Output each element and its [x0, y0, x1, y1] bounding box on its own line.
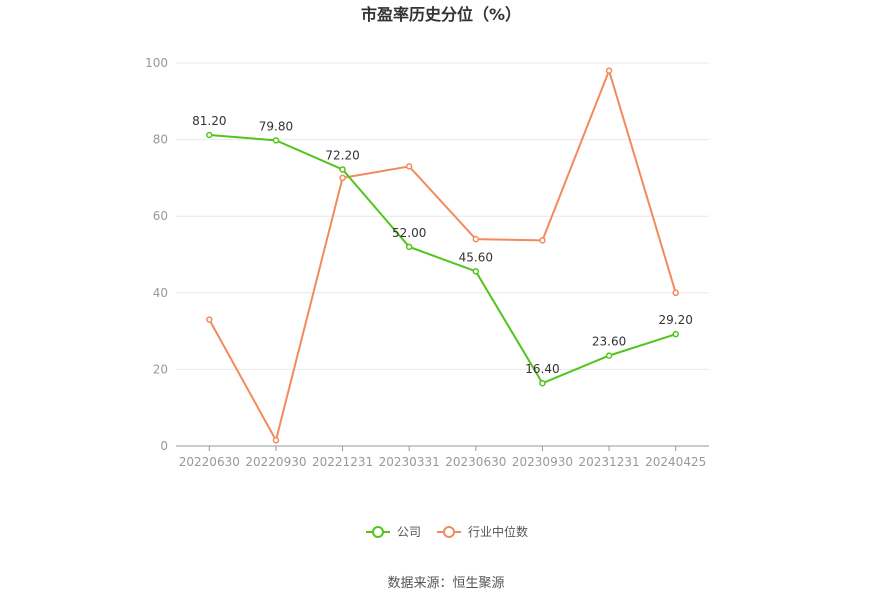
data-label: 16.40 [525, 362, 559, 376]
data-point[interactable] [206, 316, 213, 323]
data-labels: 81.20 79.80 72.20 52.00 45.60 16.40 23.60 29.20 [192, 114, 693, 376]
x-axis: 20220630 20220930 20221231 20230331 20230630… [176, 445, 709, 469]
x-tick-label: 20221231 [312, 455, 373, 469]
legend-marker [443, 526, 455, 538]
data-point[interactable] [605, 67, 613, 74]
y-tick-label: 40 [153, 286, 168, 300]
x-tick-label: 20230630 [445, 455, 506, 469]
data-label: 45.60 [459, 250, 493, 264]
grid [176, 62, 709, 370]
data-point[interactable] [206, 131, 213, 139]
series-line [209, 134, 676, 385]
legend-marker [372, 526, 384, 538]
y-tick-label: 80 [153, 133, 168, 147]
x-tick-label: 20230331 [379, 455, 440, 469]
x-tick-label: 20220630 [179, 455, 240, 469]
data-point[interactable] [472, 268, 480, 275]
y-tick-label: 100 [145, 56, 168, 70]
data-point[interactable] [339, 174, 346, 182]
data-label: 79.80 [259, 119, 293, 133]
data-point[interactable] [405, 163, 413, 170]
data-point[interactable] [672, 289, 679, 297]
data-label: 23.60 [592, 335, 626, 349]
data-point[interactable] [605, 352, 613, 359]
series-line [208, 67, 677, 443]
data-point[interactable] [272, 137, 280, 144]
x-tick-label: 20230930 [512, 455, 573, 469]
legend[interactable]: 公司 行业中位数 [366, 524, 528, 539]
y-tick-label: 60 [153, 209, 168, 223]
data-label: 81.20 [192, 114, 226, 128]
legend-label: 公司 [397, 525, 421, 539]
data-point[interactable] [339, 166, 346, 173]
x-tick-label: 20231231 [579, 455, 640, 469]
data-point[interactable] [272, 437, 280, 444]
data-label: 52.00 [392, 226, 426, 240]
legend-item-company[interactable]: 公司 [366, 525, 421, 539]
data-point[interactable] [405, 243, 413, 251]
data-point[interactable] [672, 330, 679, 338]
x-tick-label: 20220930 [245, 455, 306, 469]
data-point[interactable] [539, 379, 546, 387]
y-tick-label: 20 [153, 362, 168, 376]
x-tick-label: 20240425 [645, 455, 706, 469]
chart-title: 市盈率历史分位（%） [361, 5, 521, 24]
y-tick-label: 0 [160, 439, 168, 453]
data-label: 72.20 [325, 148, 359, 162]
series-layer: 81.20 79.80 72.20 52.00 45.60 16.40 23.60 29.20 [192, 67, 693, 444]
series-company [206, 131, 679, 387]
data-label: 29.20 [659, 313, 693, 327]
legend-label: 行业中位数 [468, 524, 528, 539]
legend-item-industry-median[interactable]: 行业中位数 [437, 524, 528, 539]
series-industry-median [206, 67, 679, 444]
data-point[interactable] [472, 235, 480, 243]
y-axis: 0 20 40 60 80 100 [145, 56, 168, 453]
data-point[interactable] [539, 237, 546, 244]
data-source: 数据来源：恒生聚源 [387, 576, 504, 591]
